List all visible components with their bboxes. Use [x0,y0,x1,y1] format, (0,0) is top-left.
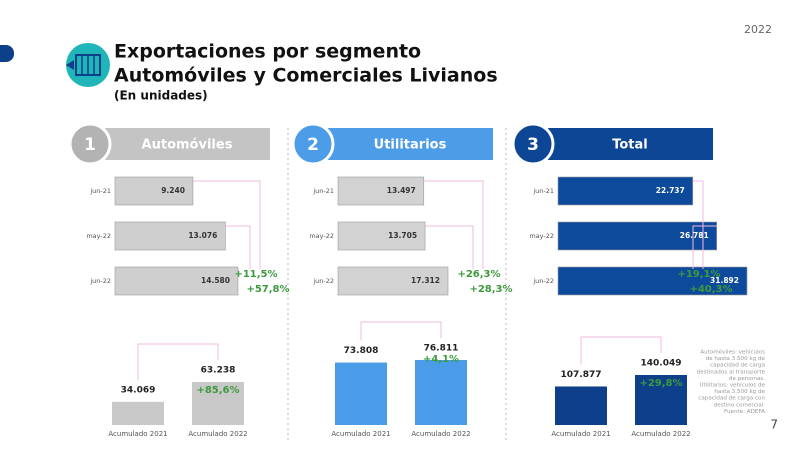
category-label: jun-22 [312,277,334,285]
value-label: 22.737 [656,186,685,195]
connector [423,180,484,269]
subtitle: Automóviles y Comerciales Livianos [114,65,498,87]
value-label: 63.238 [201,366,236,376]
category-label: Acumulado 2021 [331,430,390,438]
connector [192,180,261,269]
panel-number: 2 [307,135,319,155]
side-tab [0,45,14,62]
growth-annotation: +19,1% [677,269,720,280]
value-label: 26.781 [680,231,709,240]
bar [415,360,467,425]
footnote-line: de hasta 3.500 kg de [706,356,766,362]
title: Exportaciones por segmento [114,41,421,63]
connector [425,225,474,269]
panel-title: Total [612,138,648,153]
bar [635,375,687,425]
bar [557,266,748,296]
bar [557,176,694,206]
value-label: 17.312 [411,276,440,285]
growth-annotation: +26,3% [457,269,500,280]
panel-badge [511,122,555,166]
bar [114,221,226,251]
logo [66,43,110,87]
connector [580,336,662,365]
connector [137,343,219,380]
bar [114,266,239,296]
category-label: Acumulado 2022 [411,430,470,438]
bar [112,401,164,425]
category-label: may-22 [529,232,554,240]
growth-annotation: +57,8% [246,284,289,295]
bar [114,176,194,206]
category-label: Acumulado 2022 [188,430,247,438]
growth-annotation: +29,8% [639,378,682,389]
panel-header [105,128,270,160]
category-label: jun-22 [532,277,554,285]
category-label: Acumulado 2021 [108,430,167,438]
value-label: 14.580 [201,276,230,285]
value-label: 31.892 [710,276,739,285]
connector [692,180,704,269]
panel-header [328,128,493,160]
panel-title: Utilitarios [374,138,447,153]
value-label: 13.705 [388,231,417,240]
footnote-line: Utilitarios: vehículos de [699,382,765,389]
footnote-line: hasta 3.500 kg de [714,389,765,395]
category-label: jun-21 [532,187,554,195]
bar [337,221,426,251]
value-label: 76.811 [424,344,459,354]
value-label: 13.497 [387,186,416,195]
footnote-line: Fuente: ADEFA [724,409,765,415]
panel-number: 1 [84,135,96,155]
connector [360,321,442,341]
category-label: jun-22 [89,277,111,285]
category-label: may-22 [309,232,334,240]
bar [335,362,387,425]
footnote-line: destino comercial. [714,402,766,408]
bar [555,386,607,425]
page-number: 7 [770,418,778,432]
footnote-line: destinados al transporte [697,369,766,375]
category-label: Acumulado 2021 [551,430,610,438]
panel-header [548,128,713,160]
panel-title: Automóviles [142,138,233,153]
unit-note: (En unidades) [114,89,208,103]
growth-annotation: +28,3% [469,284,512,295]
value-label: 34.069 [121,385,156,395]
footnote-line: Automóviles: vehículos [700,349,765,356]
category-label: may-22 [86,232,111,240]
growth-annotation: +4,1% [423,354,459,365]
bar [337,266,449,296]
category-label: jun-21 [89,187,111,195]
category-label: Acumulado 2022 [631,430,690,438]
connector [225,225,251,269]
panel-number: 3 [527,135,539,155]
growth-annotation: +11,5% [234,269,277,280]
category-label: jun-21 [312,187,334,195]
bar [557,221,718,251]
connector [692,225,717,269]
footnote-line: de personas. [729,376,765,382]
value-label: 13.076 [188,231,217,240]
bar [192,382,244,425]
value-label: 73.808 [344,346,379,356]
growth-annotation: +85,6% [196,385,239,396]
panel-badge [68,122,112,166]
panel-badge [291,122,335,166]
footnote-line: capacidad de carga [710,363,765,369]
year: 2022 [744,23,772,36]
value-label: 9.240 [161,186,185,195]
value-label: 140.049 [641,359,682,369]
growth-annotation: +40,3% [689,284,732,295]
footnote-line: capacidad de carga con [698,396,765,402]
bar [337,176,425,206]
value-label: 107.877 [561,370,602,380]
